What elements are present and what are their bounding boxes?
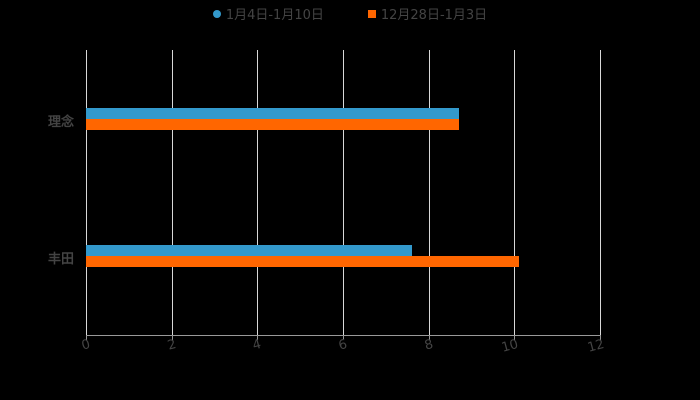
x-tick-label: 2 [165,337,178,354]
gridline [600,50,601,335]
x-axis-line [86,335,600,336]
x-tick [171,335,173,340]
legend-label: 12月28日-1月3日 [380,8,488,23]
x-tick-label: 6 [337,337,349,354]
gridline [428,50,430,335]
x-tick-label: 4 [251,337,264,354]
x-tick-label: 0 [80,337,92,354]
gridline [257,50,259,335]
y-category-label: 理念 [48,115,75,130]
x-tick [343,335,344,340]
x-tick-label: 12 [586,337,606,356]
bar[interactable] [86,119,459,130]
x-tick [86,335,87,340]
bar[interactable] [86,245,412,256]
bar[interactable] [86,108,459,119]
legend: 1月4日-1月10日 12月28日-1月3日 [0,4,700,23]
legend-item-series-1[interactable]: 1月4日-1月10日 [212,4,324,23]
y-category-label: 丰田 [48,252,75,267]
x-tick [428,335,430,340]
legend-item-series-2[interactable]: 12月28日-1月3日 [367,4,488,23]
x-tick-label: 8 [422,337,435,354]
gridline [343,50,344,335]
legend-marker-circle-icon [212,9,221,18]
bar[interactable] [86,256,519,267]
x-tick [600,335,601,340]
legend-marker-square-icon [367,9,376,18]
gridline [86,50,87,335]
gridline [171,50,173,335]
x-tick [257,335,259,340]
legend-label: 1月4日-1月10日 [225,8,324,23]
x-tick [514,335,516,340]
x-tick-label: 10 [500,337,521,356]
gridline [514,50,516,335]
